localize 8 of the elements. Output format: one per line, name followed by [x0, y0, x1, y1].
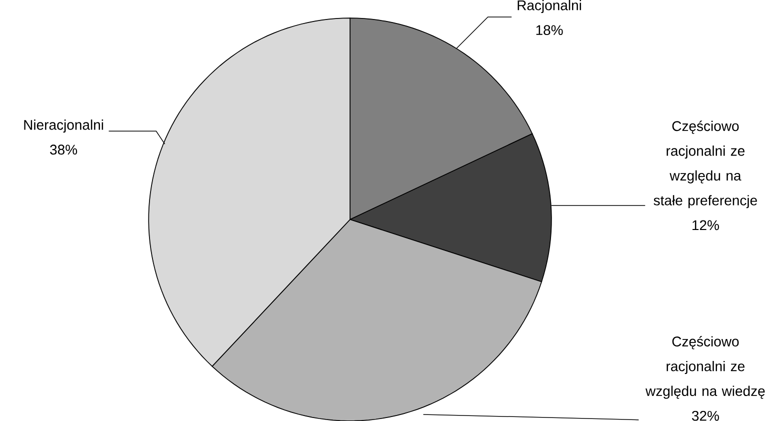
slice-label: Nieracjonalni: [24, 119, 104, 132]
data-label: 32%: [692, 410, 719, 421]
slice-label: Racjonalni: [518, 0, 582, 13]
data-label: 38%: [50, 144, 78, 154]
slice-label: Częściowo racjonalni ze względu na stałe preferencje: [654, 120, 757, 208]
data-label: 18%: [536, 24, 563, 35]
data-label: 12%: [692, 220, 719, 230]
slice-label: Częściowo racjonalni ze względu na wiedzę: [646, 336, 765, 399]
